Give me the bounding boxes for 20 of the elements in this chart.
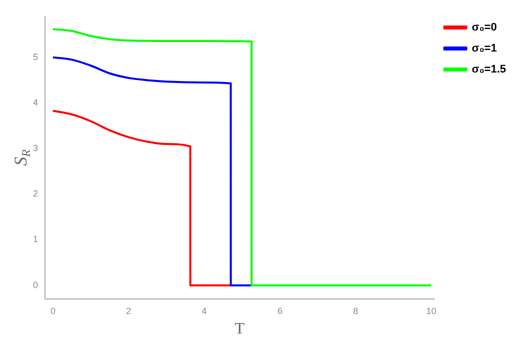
y-tick-label: 5 (32, 52, 38, 62)
line-series (52, 28, 432, 286)
y-tick-label: 3 (32, 143, 38, 154)
line-series (52, 56, 253, 286)
line-series (52, 110, 232, 286)
x-tick-label: 8 (353, 306, 358, 316)
y-tick-label: 1 (32, 234, 38, 244)
x-axis-title: T (234, 320, 245, 338)
y-tick-label: 0 (32, 280, 38, 290)
x-tick-label: 6 (277, 306, 282, 316)
legend-label: σ₀=1 (472, 42, 497, 55)
legend-label: σ₀=1.5 (472, 64, 506, 76)
x-tick-label: 4 (202, 306, 207, 316)
x-tick-label: 0 (50, 306, 56, 316)
x-tick-label: 2 (126, 306, 132, 316)
x-tick-label: 10 (426, 306, 436, 316)
y-axis-title: SR (10, 148, 34, 166)
legend-label: σ₀=0 (472, 22, 497, 34)
y-tick-label: 2 (32, 188, 38, 199)
y-tick-label: 4 (32, 97, 38, 108)
